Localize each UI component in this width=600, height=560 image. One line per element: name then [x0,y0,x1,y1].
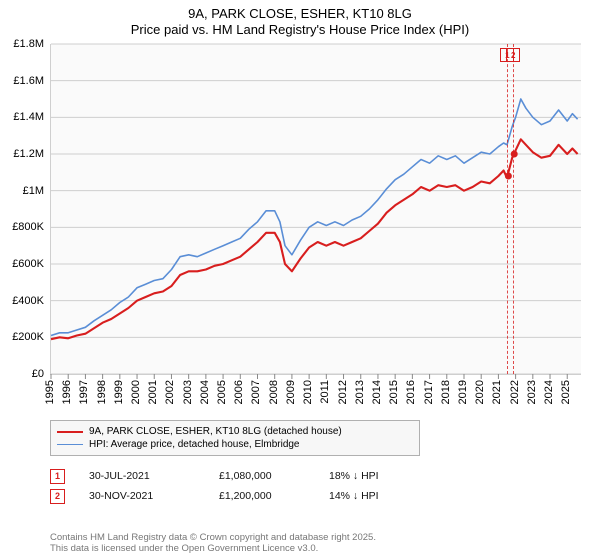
y-tick-label: £800K [12,221,44,233]
sale-delta: 14% ↓ HPI [329,490,459,502]
x-tick-label: 2007 [250,380,262,404]
chart-svg [51,44,581,374]
legend-box: 9A, PARK CLOSE, ESHER, KT10 8LG (detache… [50,420,420,456]
x-tick-label: 2010 [302,380,314,404]
sale-marker-icon: 2 [506,48,518,60]
legend-swatch [57,444,83,445]
x-tick-label: 2017 [423,380,435,404]
sale-marker-box: 2 [50,489,65,504]
x-tick-label: 2004 [199,380,211,404]
x-tick-label: 1999 [113,380,125,404]
x-tick-label: 1997 [78,380,90,404]
x-tick-label: 2019 [457,380,469,404]
sale-marker-vline [507,44,508,374]
x-tick-label: 2016 [405,380,417,404]
x-tick-label: 1998 [96,380,108,404]
sale-price: £1,200,000 [219,490,329,502]
y-tick-label: £1.8M [13,38,44,50]
x-tick-label: 2023 [526,380,538,404]
x-tick-label: 2005 [216,380,228,404]
sale-marker-box: 1 [50,469,65,484]
x-tick-label: 2015 [388,380,400,404]
y-tick-label: £1M [23,185,44,197]
y-tick-label: £400K [12,295,44,307]
legend-swatch [57,431,83,433]
sales-table: 1 30-JUL-2021 £1,080,000 18% ↓ HPI 2 30-… [50,466,459,506]
x-tick-label: 2001 [147,380,159,404]
chart-title-2: Price paid vs. HM Land Registry's House … [0,22,600,37]
x-tick-label: 2021 [491,380,503,404]
x-tick-label: 2018 [440,380,452,404]
x-tick-label: 2012 [337,380,349,404]
y-tick-label: £1.6M [13,75,44,87]
x-tick-label: 2022 [509,380,521,404]
x-tick-label: 2024 [543,380,555,404]
legend-item: 9A, PARK CLOSE, ESHER, KT10 8LG (detache… [57,425,413,438]
x-tick-label: 2013 [354,380,366,404]
x-tick-label: 2006 [233,380,245,404]
sale-date: 30-JUL-2021 [89,470,219,482]
y-tick-label: £0 [32,368,44,380]
footer-line: Contains HM Land Registry data © Crown c… [50,532,376,543]
y-tick-label: £1.4M [13,111,44,123]
x-tick-label: 2025 [560,380,572,404]
x-tick-label: 1996 [61,380,73,404]
y-tick-label: £600K [12,258,44,270]
sale-date: 30-NOV-2021 [89,490,219,502]
table-row: 1 30-JUL-2021 £1,080,000 18% ↓ HPI [50,466,459,486]
chart-plot-area [50,44,581,375]
x-tick-label: 2009 [285,380,297,404]
x-tick-label: 2020 [474,380,486,404]
legend-label: 9A, PARK CLOSE, ESHER, KT10 8LG (detache… [89,426,342,437]
x-tick-label: 2002 [164,380,176,404]
sale-price: £1,080,000 [219,470,329,482]
y-tick-label: £1.2M [13,148,44,160]
sale-marker-vline [513,44,514,374]
chart-title-1: 9A, PARK CLOSE, ESHER, KT10 8LG [0,6,600,21]
legend-label: HPI: Average price, detached house, Elmb… [89,439,300,450]
x-tick-label: 2014 [371,380,383,404]
legend-item: HPI: Average price, detached house, Elmb… [57,438,413,451]
y-tick-label: £200K [12,331,44,343]
x-tick-label: 2000 [130,380,142,404]
x-tick-label: 2011 [319,380,331,404]
footer-line: This data is licensed under the Open Gov… [50,543,376,554]
x-tick-label: 2008 [268,380,280,404]
x-tick-label: 2003 [182,380,194,404]
x-tick-label: 1995 [44,380,56,404]
table-row: 2 30-NOV-2021 £1,200,000 14% ↓ HPI [50,486,459,506]
footer-attribution: Contains HM Land Registry data © Crown c… [50,532,376,554]
sale-delta: 18% ↓ HPI [329,470,459,482]
